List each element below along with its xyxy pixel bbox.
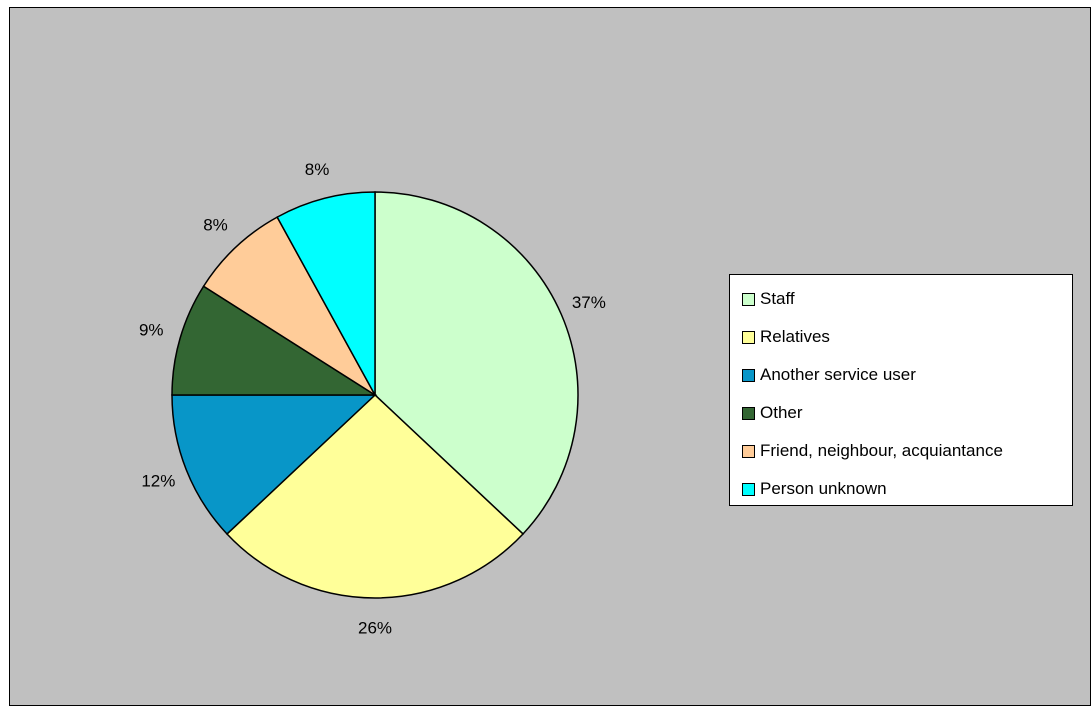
- legend-label-other: Other: [760, 403, 803, 423]
- legend-swatch-person-unknown: [742, 483, 755, 496]
- data-label-other: 9%: [139, 320, 164, 339]
- legend-item-other: Other: [742, 394, 1072, 432]
- legend-item-staff: Staff: [742, 280, 1072, 318]
- chart-area: 37% 26% 12% 9% 8% 8% Staff Relatives Another …: [9, 7, 1091, 706]
- data-label-relatives: 26%: [358, 619, 392, 638]
- legend-item-another-service-user: Another service user: [742, 356, 1072, 394]
- legend-swatch-relatives: [742, 331, 755, 344]
- data-label-staff: 37%: [572, 293, 606, 312]
- legend-label-relatives: Relatives: [760, 327, 830, 347]
- legend-label-friend: Friend, neighbour, acquiantance: [760, 441, 1003, 461]
- data-label-another-service-user: 12%: [141, 471, 175, 490]
- legend: Staff Relatives Another service user Oth…: [729, 274, 1073, 506]
- legend-label-another-service-user: Another service user: [760, 365, 916, 385]
- legend-item-person-unknown: Person unknown: [742, 470, 1072, 508]
- data-label-friend-neighbour-acquiantance: 8%: [203, 216, 228, 235]
- legend-swatch-friend: [742, 445, 755, 458]
- legend-item-relatives: Relatives: [742, 318, 1072, 356]
- data-label-person-unknown: 8%: [305, 160, 330, 179]
- legend-item-friend: Friend, neighbour, acquiantance: [742, 432, 1072, 470]
- legend-swatch-another-service-user: [742, 369, 755, 382]
- legend-label-staff: Staff: [760, 289, 795, 309]
- legend-swatch-other: [742, 407, 755, 420]
- legend-swatch-staff: [742, 293, 755, 306]
- legend-label-person-unknown: Person unknown: [760, 479, 887, 499]
